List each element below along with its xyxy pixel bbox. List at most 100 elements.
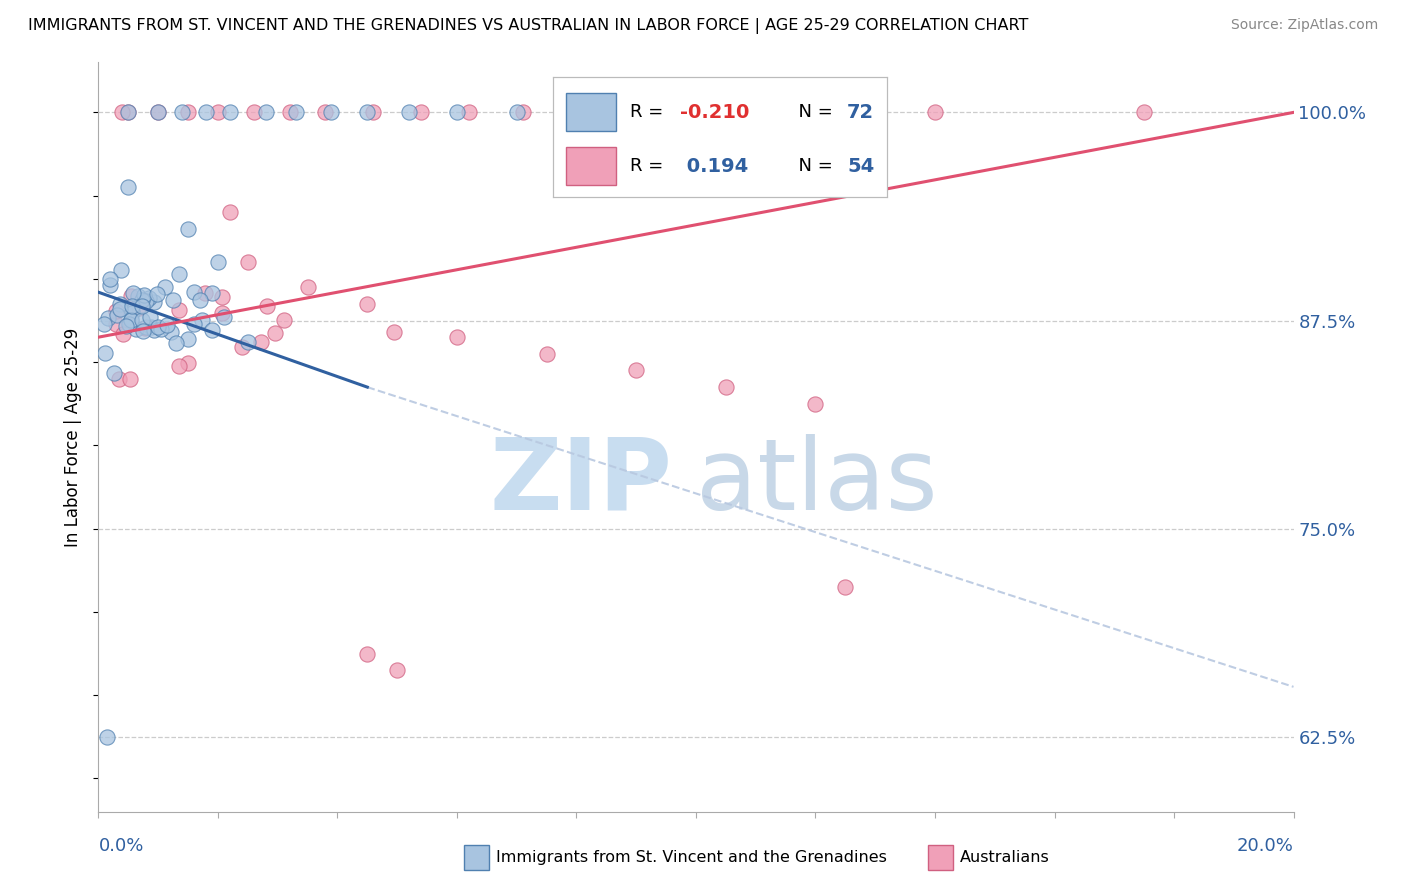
Point [745, 105, 768, 120]
Point [263, 326, 285, 340]
Point [804, 397, 827, 411]
Point [120, 372, 142, 386]
Point [121, 304, 143, 318]
Point [117, 180, 139, 194]
Point [127, 289, 149, 303]
Point [156, 318, 179, 333]
Point [207, 255, 229, 269]
Point [135, 293, 157, 308]
Point [117, 838, 139, 852]
Point [122, 285, 145, 300]
Point [111, 326, 134, 341]
Point [169, 303, 191, 318]
Point [177, 332, 200, 346]
Point [148, 105, 170, 120]
Point [135, 320, 157, 334]
Text: 0.0%: 0.0% [98, 837, 143, 855]
Text: Australians: Australians [960, 850, 1050, 864]
Point [111, 105, 134, 120]
Point [576, 105, 599, 120]
Point [97, 310, 120, 325]
Point [236, 255, 259, 269]
Point [131, 324, 153, 338]
Point [249, 335, 271, 350]
Point [120, 289, 142, 303]
Point [231, 340, 253, 354]
Point [356, 647, 378, 661]
Point [207, 105, 229, 120]
Point [183, 285, 205, 299]
Point [153, 280, 176, 294]
Point [1133, 105, 1156, 120]
Point [134, 321, 156, 335]
Point [143, 295, 166, 310]
Point [183, 318, 205, 332]
Point [284, 105, 307, 120]
Point [94, 346, 117, 360]
Point [458, 105, 481, 120]
Point [160, 325, 183, 339]
Point [120, 312, 142, 326]
Point [100, 277, 122, 292]
Point [96, 730, 118, 744]
Point [105, 317, 128, 331]
Point [361, 105, 384, 120]
Point [117, 105, 139, 120]
Point [169, 267, 191, 281]
Point [117, 317, 139, 331]
Point [243, 105, 266, 120]
Text: Source: ZipAtlas.com: Source: ZipAtlas.com [1230, 18, 1378, 32]
Point [446, 105, 468, 120]
Point [356, 297, 378, 311]
Point [398, 105, 420, 120]
Point [108, 371, 131, 385]
Point [110, 297, 132, 311]
Point [356, 105, 378, 120]
Point [145, 287, 167, 301]
Text: 20.0%: 20.0% [1237, 837, 1294, 855]
Point [236, 334, 259, 349]
Point [143, 323, 166, 337]
Point [219, 105, 242, 120]
Point [314, 105, 337, 120]
Point [211, 290, 233, 304]
Point [165, 336, 187, 351]
Point [536, 347, 558, 361]
Point [139, 310, 162, 325]
Point [385, 663, 409, 677]
Point [146, 320, 169, 334]
Point [172, 105, 194, 120]
Point [506, 105, 529, 120]
Point [212, 310, 235, 324]
Text: IMMIGRANTS FROM ST. VINCENT AND THE GRENADINES VS AUSTRALIAN IN LABOR FORCE | AG: IMMIGRANTS FROM ST. VINCENT AND THE GREN… [28, 18, 1029, 34]
Point [150, 322, 173, 336]
Point [177, 222, 200, 236]
Point [200, 323, 222, 337]
Point [169, 359, 191, 373]
Point [256, 299, 278, 313]
Point [321, 105, 343, 120]
Point [624, 363, 647, 377]
Point [108, 301, 131, 316]
Point [834, 105, 856, 120]
Point [278, 105, 301, 120]
Point [110, 263, 132, 277]
Point [177, 105, 200, 120]
Point [139, 320, 162, 334]
Point [125, 322, 148, 336]
Text: atlas: atlas [696, 434, 938, 531]
Point [834, 580, 856, 594]
Point [177, 356, 200, 370]
Point [111, 838, 134, 852]
Point [714, 380, 737, 394]
Point [131, 299, 153, 313]
Point [211, 306, 233, 320]
Point [411, 105, 433, 120]
Point [121, 299, 143, 313]
Point [103, 366, 125, 380]
Point [115, 318, 138, 333]
Point [194, 105, 218, 120]
Y-axis label: In Labor Force | Age 25-29: In Labor Force | Age 25-29 [65, 327, 83, 547]
Point [655, 105, 678, 120]
Point [138, 291, 160, 305]
